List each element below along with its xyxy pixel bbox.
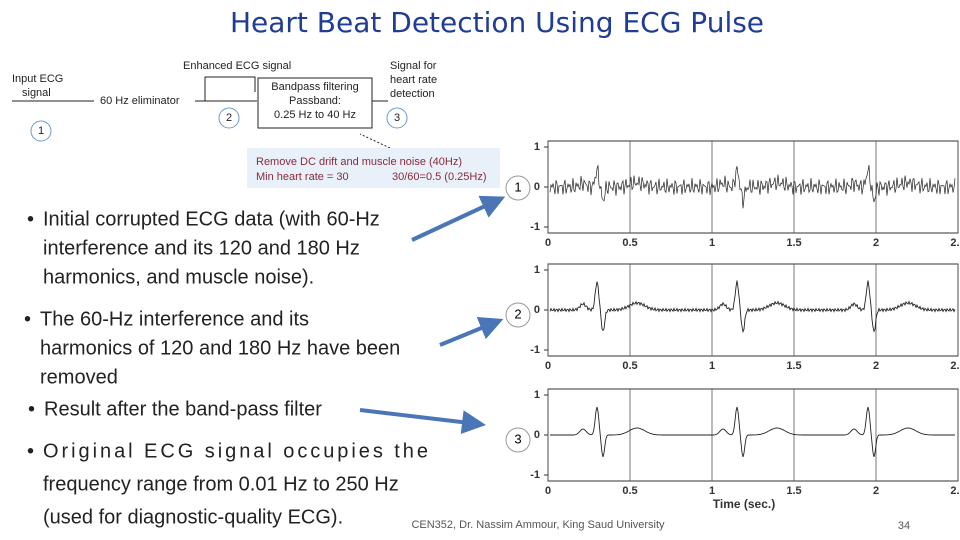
arrows: [359, 195, 506, 435]
diagram-label: 60 Hz eliminator: [100, 95, 180, 107]
note: 30/60=0.5 (0.25Hz): [392, 171, 486, 183]
marker-label: 3: [514, 431, 521, 446]
plot: 0 0.5 1 1.5 2 2.5 -1 0 1 1: [505, 140, 960, 249]
diagram-label: Enhanced ECG signal: [183, 60, 291, 72]
bullet-dot: •: [28, 398, 35, 420]
x-tick-label: 0.5: [622, 485, 637, 497]
bullet-text: Initial corrupted ECG data (with 60-Hz: [43, 208, 380, 230]
x-tick-label: 0.5: [622, 360, 637, 372]
x-tick-label: 0: [545, 485, 551, 497]
bullet-text: interference and its 120 and 180 Hz: [43, 237, 360, 259]
diagram-label: 0.25 Hz to 40 Hz: [274, 109, 356, 121]
bullet-text: frequency range from 0.01 Hz to 250 Hz: [43, 473, 399, 495]
slide-title: Heart Beat Detection Using ECG Pulse: [230, 6, 764, 39]
marker-label: 3: [394, 112, 400, 124]
x-tick-label: 2.5: [950, 360, 960, 372]
marker: [30, 120, 52, 142]
x-tick-label: 2: [873, 237, 879, 249]
diagram-label: Passband:: [289, 95, 341, 107]
x-tick-label: 0: [545, 237, 551, 249]
diagram-label: heart rate: [390, 74, 437, 86]
note: Remove DC drift and muscle noise (40Hz): [256, 156, 462, 168]
ecg-trace: [549, 280, 956, 334]
x-tick-label: 1: [709, 237, 715, 249]
bullets: • Initial corrupted ECG data (with 60-Hz i…: [24, 208, 428, 528]
x-tick-label: 1.5: [786, 485, 801, 497]
diagram-label: Signal for: [390, 60, 437, 72]
arrow: [204, 76, 256, 101]
arrow: [439, 316, 504, 347]
y-tick-label: -1: [530, 469, 540, 481]
bullet-text: removed: [40, 366, 118, 388]
marker-label: 2: [226, 112, 232, 124]
marker-label: 2: [514, 306, 521, 321]
plot: 0 0.5 1 1.5 2 2.5 -1 0 1 2: [505, 263, 960, 372]
y-tick-label: 0: [534, 429, 540, 441]
plot: 0 0.5 1 1.5 2 2.5 -1 0 1 3: [505, 388, 960, 497]
x-tick-label: 2: [873, 485, 879, 497]
x-tick-label: 2: [873, 360, 879, 372]
y-tick-label: 1: [534, 389, 540, 401]
y-tick-label: 0: [534, 304, 540, 316]
bullet-text: harmonics of 120 and 180 Hz have been: [40, 337, 400, 359]
note-box: [247, 148, 500, 188]
note: Min heart rate = 30: [256, 171, 349, 183]
arrow: [359, 408, 486, 435]
block: [257, 77, 373, 129]
bullet-text: The 60-Hz interference and its: [40, 308, 309, 330]
x-tick-label: 1: [709, 360, 715, 372]
marker: [505, 175, 531, 201]
y-tick-label: 1: [534, 141, 540, 153]
bullet-text: Result after the band-pass filter: [44, 398, 322, 420]
block-diagram: [12, 76, 500, 188]
x-tick-label: 0.5: [622, 237, 637, 249]
bullet-dot: •: [27, 440, 34, 462]
marker-label: 1: [514, 179, 521, 194]
x-tick-label: 2.5: [950, 485, 960, 497]
diagram-label: detection: [390, 88, 435, 100]
marker: [505, 427, 531, 453]
y-tick-label: 0: [534, 181, 540, 193]
diagram-label: Bandpass filtering: [271, 81, 358, 93]
x-axis-title: Time (sec.): [713, 497, 775, 511]
y-tick-label: -1: [530, 221, 540, 233]
bullet-dot: •: [24, 308, 31, 330]
x-tick-label: 1.5: [786, 360, 801, 372]
x-tick-label: 1.5: [786, 237, 801, 249]
bullet-text: (used for diagnostic-quality ECG).: [43, 506, 343, 528]
ecg-trace: [549, 164, 956, 209]
page-number: 34: [898, 520, 910, 532]
y-tick-label: 1: [534, 264, 540, 276]
diagram-label: signal: [22, 87, 51, 99]
bullet-dot: •: [27, 208, 34, 230]
x-tick-label: 2.5: [950, 237, 960, 249]
marker: [218, 107, 240, 129]
x-tick-label: 1: [709, 485, 715, 497]
footer: CEN352, Dr. Nassim Ammour, King Saud Uni…: [411, 519, 665, 531]
bullet-text: Original ECG signal occupies the: [43, 440, 428, 462]
y-tick-label: -1: [530, 344, 540, 356]
x-tick-label: 0: [545, 360, 551, 372]
pointer: [359, 133, 391, 149]
ecg-trace: [550, 406, 955, 458]
marker: [386, 107, 408, 129]
marker: [505, 302, 531, 328]
bullet-text: harmonics, and muscle noise).: [43, 266, 314, 288]
diagram-label: Input ECG: [12, 73, 63, 85]
marker-label: 1: [38, 125, 44, 137]
arrow: [411, 195, 506, 242]
